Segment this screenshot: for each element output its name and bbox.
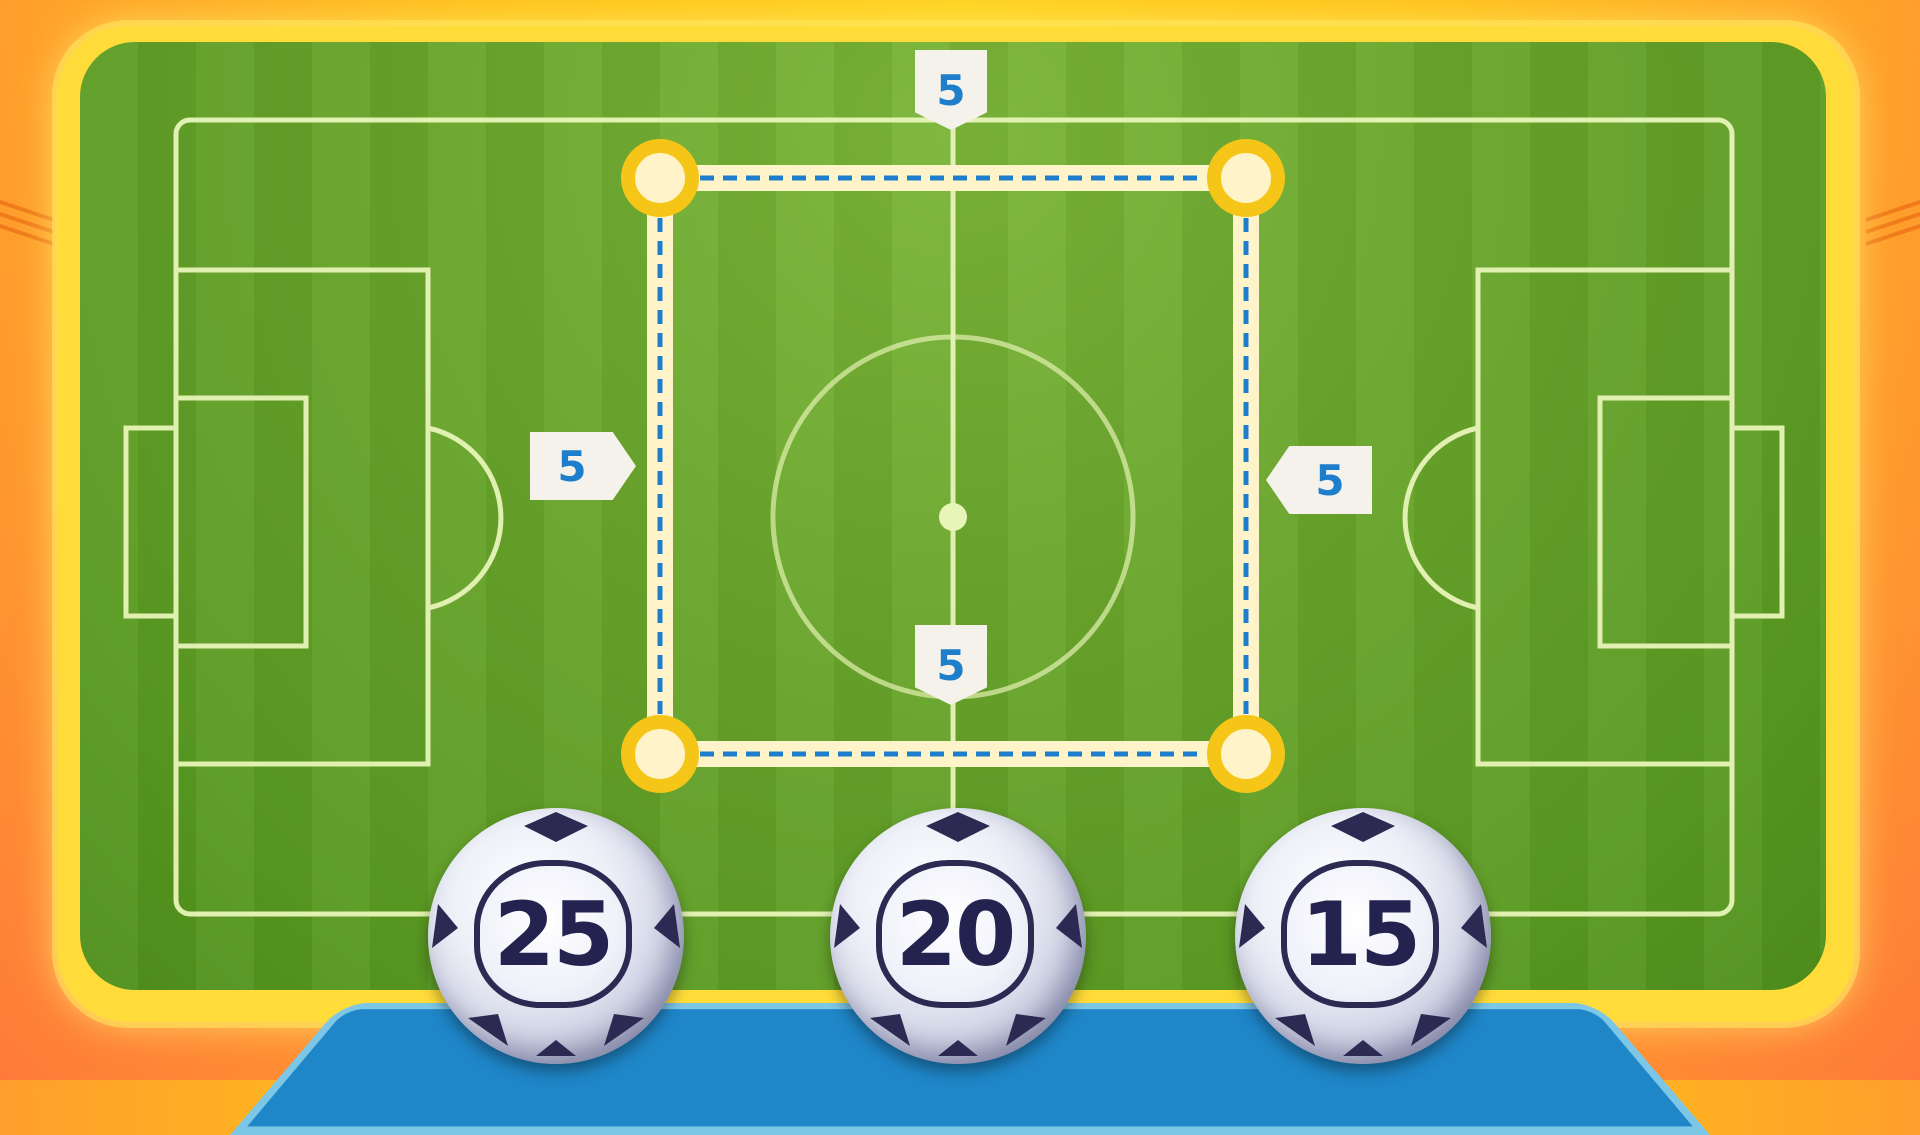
square-shape: [621, 139, 1285, 793]
soccer-ball-icon: [1239, 812, 1487, 1056]
decor-stripes-left: [0, 199, 55, 246]
soccer-field: [80, 42, 1826, 990]
ball-face: 20: [876, 860, 1034, 1008]
answer-label-3: 15: [1300, 882, 1421, 986]
answer-ball-3[interactable]: 15: [1235, 808, 1491, 1064]
ball-face: 25: [474, 860, 632, 1008]
vertex-top-left: [621, 139, 699, 217]
center-spot: [939, 503, 967, 531]
pitch-markings: [123, 117, 1785, 917]
ball-face: 15: [1281, 860, 1439, 1008]
soccer-ball-icon: [834, 812, 1082, 1056]
answer-label-2: 20: [895, 882, 1016, 986]
answer-ball-1[interactable]: 25: [428, 808, 684, 1064]
answer-ball-2[interactable]: 20: [830, 808, 1086, 1064]
vertex-bottom-right: [1207, 715, 1285, 793]
side-length-bottom: 5: [915, 625, 987, 705]
soccer-ball-icon: [432, 812, 680, 1056]
vertex-bottom-left: [621, 715, 699, 793]
vertex-top-right: [1207, 139, 1285, 217]
side-length-right: 5: [1266, 446, 1372, 514]
decor-stripes-right: [1865, 199, 1920, 246]
answer-label-1: 25: [493, 882, 614, 986]
side-length-left: 5: [530, 432, 636, 500]
side-length-top: 5: [915, 50, 987, 130]
